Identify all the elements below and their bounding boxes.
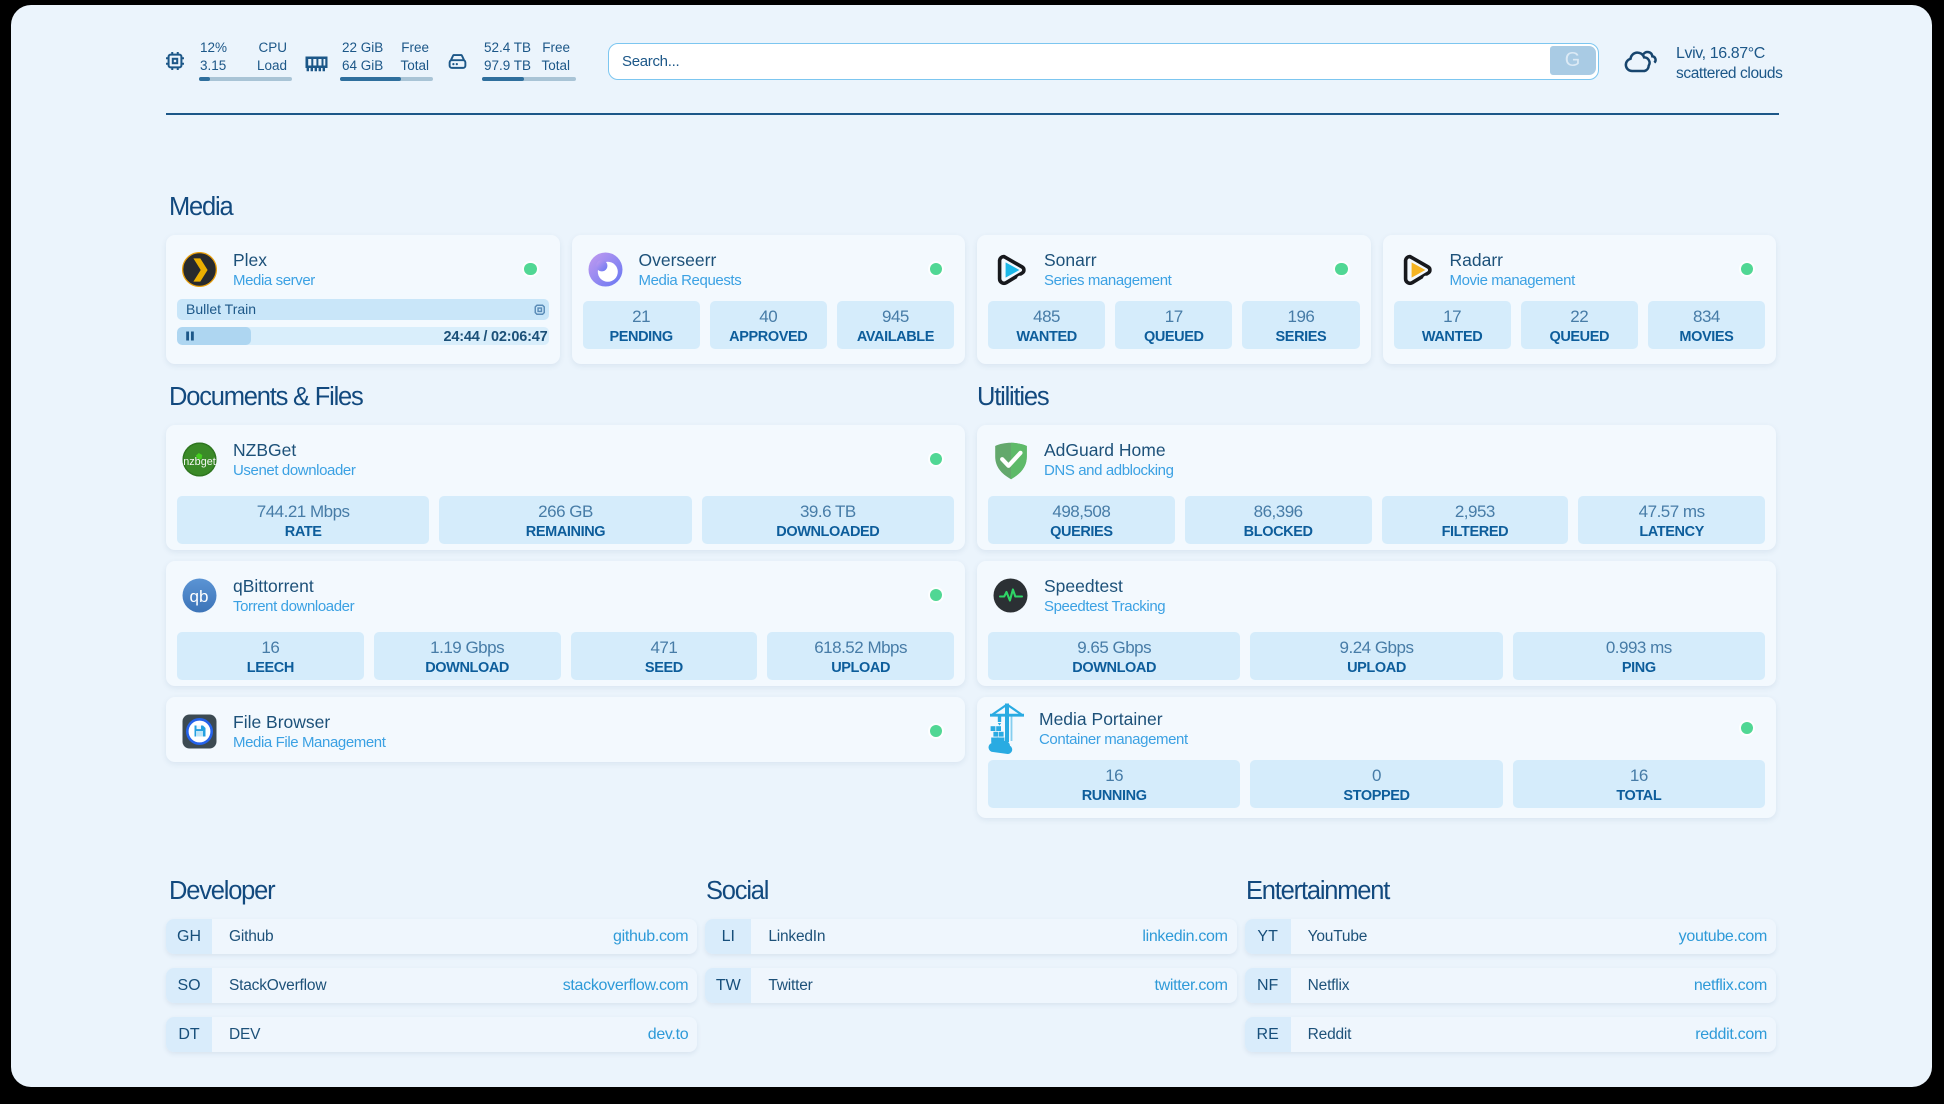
svg-text:qb: qb (190, 587, 209, 606)
svg-text:nzbget: nzbget (183, 455, 215, 467)
